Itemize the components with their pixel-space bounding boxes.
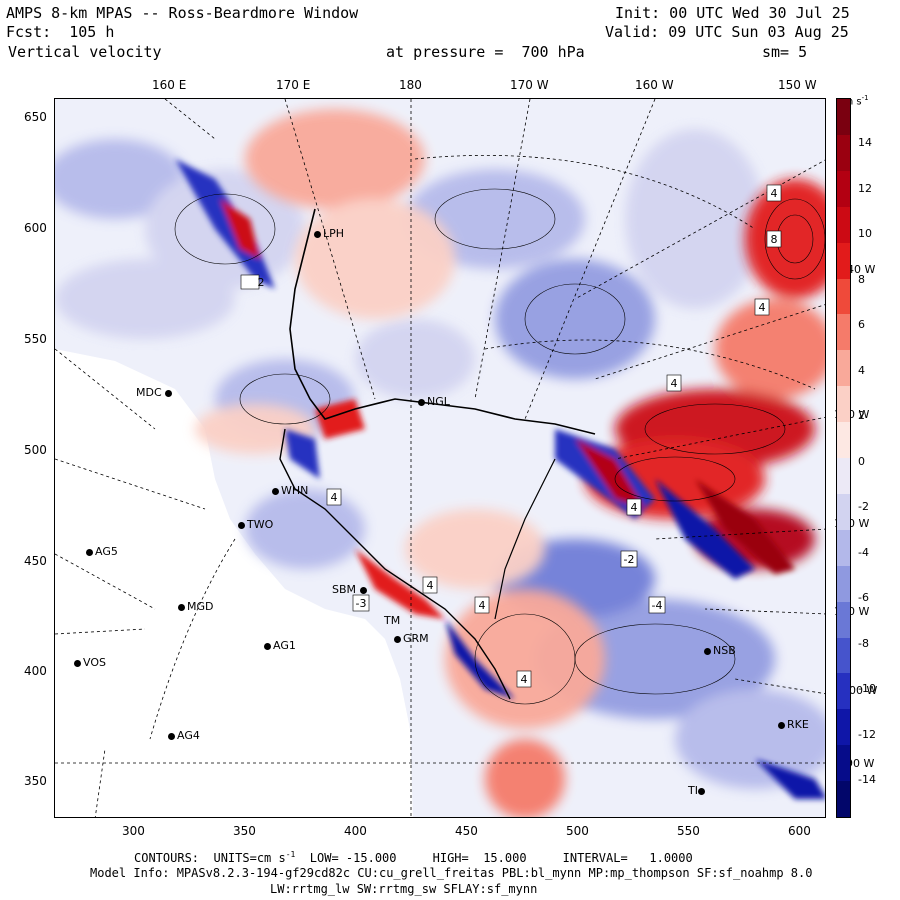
colorbar-tick: -2 (858, 500, 869, 513)
colorbar-tick: -4 (858, 545, 869, 559)
station-ti: TI (688, 784, 707, 797)
station-whn: WHN (272, 484, 308, 497)
colorbar-swatch (837, 529, 850, 567)
colorbar-swatch (837, 601, 850, 638)
colorbar-swatch (837, 565, 850, 603)
left-tick: 450 (24, 554, 47, 568)
svg-text:8: 8 (771, 233, 778, 246)
top-tick: 160 W (635, 78, 674, 92)
top-tick: 180 (399, 78, 422, 92)
svg-text:-4: -4 (652, 599, 663, 612)
colorbar-swatch (837, 206, 850, 244)
left-tick: 500 (24, 443, 47, 457)
colorbar-swatch (837, 745, 850, 782)
svg-text:-3: -3 (356, 597, 367, 610)
station-tm: TM (384, 614, 401, 627)
svg-text:4: 4 (479, 599, 486, 612)
colorbar-swatch (837, 493, 850, 531)
station-vos: VOS (74, 656, 106, 669)
pressure-level: at pressure = 700 hPa (386, 43, 585, 61)
meridian-label: 90 W (846, 757, 875, 770)
svg-text:4: 4 (521, 673, 528, 686)
left-tick: 600 (24, 221, 47, 235)
init-time: Init: 00 UTC Wed 30 Jul 25 (615, 4, 850, 22)
colorbar-swatch (837, 637, 850, 674)
colorbar-swatch (837, 458, 850, 495)
svg-text:4: 4 (631, 501, 638, 514)
colorbar-tick: -8 (858, 636, 869, 650)
bottom-tick: 350 (233, 824, 256, 838)
colorbar-tick: 8 (858, 272, 865, 286)
colorbar-swatch (837, 242, 850, 279)
colorbar-tick: -12 (858, 727, 876, 741)
svg-text:4: 4 (671, 377, 678, 390)
contour-info: CONTOURS: UNITS=cm s-1 LOW= -15.000 HIGH… (134, 850, 693, 865)
station-ag4: AG4 (168, 729, 200, 742)
colorbar-swatch (837, 278, 850, 315)
top-tick: 170 E (276, 78, 311, 92)
colorbar-swatch (837, 170, 850, 208)
bottom-tick: 500 (566, 824, 589, 838)
bottom-tick: 600 (788, 824, 811, 838)
colorbar-tick: -6 (858, 591, 869, 604)
station-grm: GRM (394, 632, 429, 645)
colorbar-swatch (837, 781, 850, 818)
colorbar-swatch (837, 709, 850, 746)
svg-text:4: 4 (771, 187, 778, 200)
left-tick: 550 (24, 332, 47, 346)
colorbar-swatch (837, 350, 850, 387)
colorbar-tick: -14 (858, 773, 876, 786)
smoothing: sm= 5 (762, 43, 808, 61)
station-ngl: NGL (418, 395, 450, 408)
bottom-tick: 300 (122, 824, 145, 838)
colorbar-swatch (837, 134, 850, 172)
station-ag1: AG1 (264, 639, 296, 652)
station-mdc: MDC (136, 386, 174, 399)
top-tick: 150 W (778, 78, 817, 92)
top-tick: 170 W (510, 78, 549, 92)
variable-name: Vertical velocity (8, 43, 162, 61)
colorbar-swatch (837, 422, 850, 459)
valid-time: Valid: 09 UTC Sun 03 Aug 25 (605, 23, 849, 41)
model-info: Model Info: MPASv8.2.3-194-gf29cd82c CU:… (90, 866, 813, 880)
colorbar-tick: -10 (858, 682, 876, 695)
svg-text:4: 4 (759, 301, 766, 314)
station-sbm: SBM (332, 583, 369, 596)
model-info-line2: LW:rrtmg_lw SW:rrtmg_sw SFLAY:sf_mynn (270, 882, 538, 896)
svg-text:4: 4 (331, 491, 338, 504)
colorbar-tick: 2 (858, 409, 865, 422)
colorbar-tick: 0 (858, 454, 865, 468)
forecast-hour: Fcst: 105 h (6, 23, 115, 41)
station-lph: LPH (314, 227, 344, 240)
colorbar-tick: 10 (858, 227, 872, 240)
station-nsb: NSB (704, 644, 736, 657)
colorbar (836, 98, 851, 818)
bottom-tick: 550 (677, 824, 700, 838)
map-title: AMPS 8-km MPAS -- Ross-Beardmore Window (6, 4, 359, 22)
station-rke: RKE (778, 718, 809, 731)
left-tick: 350 (24, 774, 47, 788)
bottom-tick: 400 (344, 824, 367, 838)
bottom-tick: 450 (455, 824, 478, 838)
top-tick: 160 E (152, 78, 187, 92)
colorbar-tick: 12 (858, 181, 872, 195)
colorbar-swatch (837, 99, 850, 136)
svg-text:4: 4 (427, 579, 434, 592)
colorbar-swatch (837, 673, 850, 710)
colorbar-tick: 4 (858, 363, 865, 377)
colorbar-tick: 14 (858, 136, 872, 149)
svg-text:-2: -2 (624, 553, 635, 566)
station-two: TWO (238, 518, 273, 531)
left-tick: 650 (24, 110, 47, 124)
station-ag5: AG5 (86, 545, 118, 558)
colorbar-swatch (837, 314, 850, 351)
station-mgd: MGD (178, 600, 214, 613)
left-tick: 400 (24, 664, 47, 678)
svg-text:2: 2 (258, 276, 265, 289)
colorbar-swatch (837, 386, 850, 423)
colorbar-tick: 6 (858, 318, 865, 331)
vertical-velocity-map: 2 4 8 4 4 4 -2 -4 4 4 4 -3 4 (54, 98, 826, 818)
